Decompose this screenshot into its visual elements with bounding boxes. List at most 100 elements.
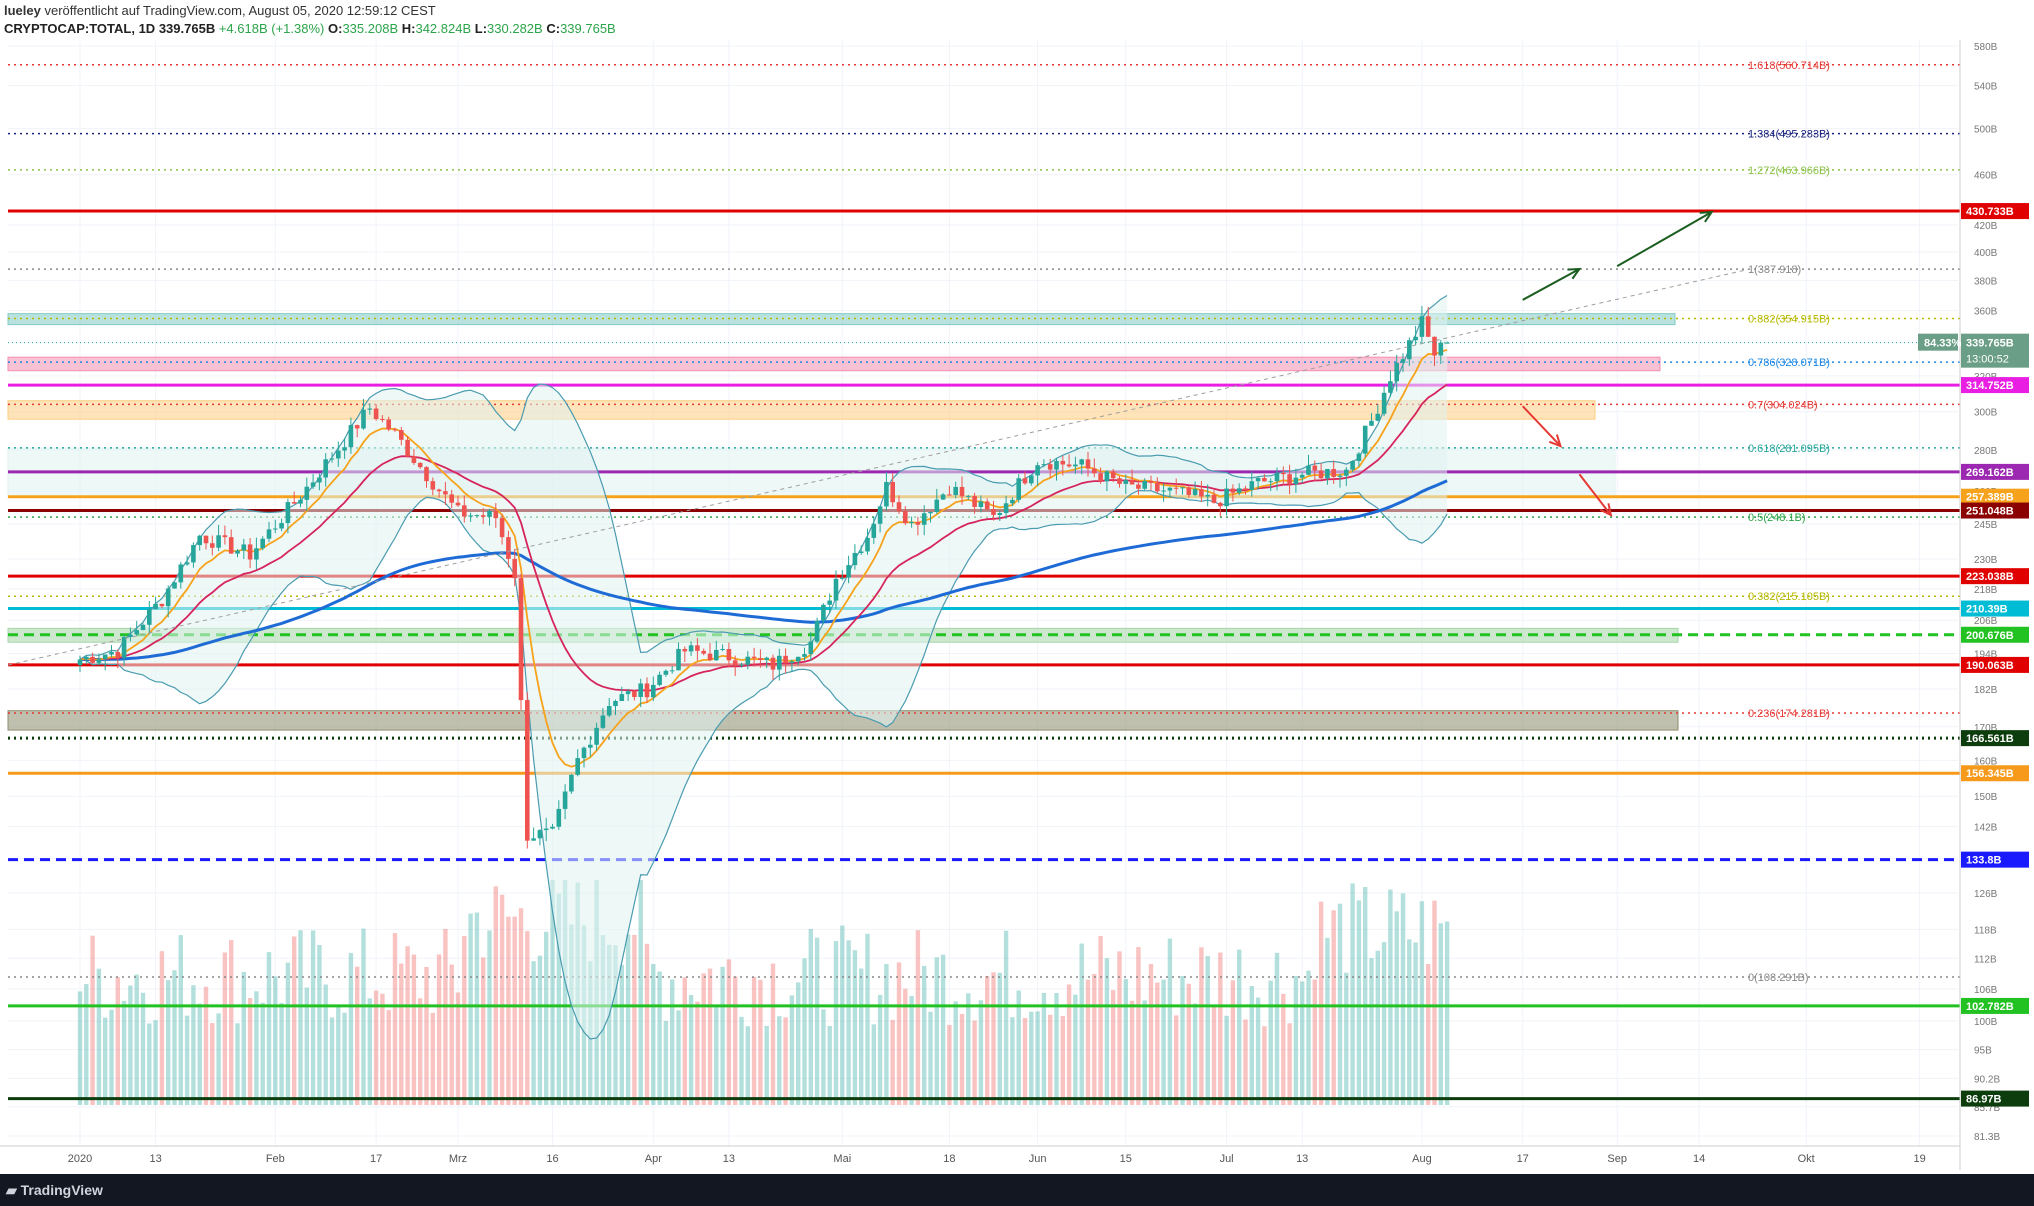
x-tick-label: 13 (149, 1153, 161, 1165)
candle-body (1148, 480, 1154, 483)
tradingview-logo[interactable]: ▰ TradingView (6, 1182, 103, 1199)
volume-bar (688, 994, 694, 1105)
volume-bar (1111, 990, 1116, 1105)
volume-bar (701, 973, 706, 1105)
candle-body (1268, 481, 1273, 483)
volume-bar (903, 988, 908, 1105)
candle-body (468, 515, 473, 517)
price-tag-bg (1961, 851, 2029, 868)
candle-body (600, 715, 606, 728)
candle-body (1325, 468, 1330, 479)
volume-bar (544, 931, 549, 1105)
candle-body (348, 425, 354, 448)
volume-bar (424, 966, 429, 1105)
volume-bar (991, 972, 996, 1105)
volume-bar (909, 996, 914, 1105)
volume-bar (922, 965, 927, 1105)
publisher-info: veröffentlicht auf TradingView.com, Augu… (40, 3, 436, 18)
candle-body (121, 637, 127, 658)
volume-bar (1211, 1005, 1217, 1105)
candle-body (1186, 487, 1192, 495)
volume-bar (1218, 952, 1223, 1105)
price-tag-bg (1961, 997, 2029, 1014)
candle-body (1262, 477, 1267, 482)
candle-body (972, 495, 977, 507)
ohlc-close-key: C: (546, 21, 561, 36)
candle-body (304, 486, 310, 500)
candle-body (102, 654, 108, 660)
ema-mid-line (79, 383, 1448, 692)
volume-bar (418, 998, 423, 1105)
volume-bar (462, 936, 467, 1105)
y-tick-label: 118B (1974, 925, 1997, 936)
candle-body (915, 521, 921, 525)
candle-body (1066, 464, 1072, 467)
time-axis: 2020 13 Feb 17 Mrz 16 Apr 13 Mai 18 Jun 15 Jul 13 Aug 1… (0, 1145, 1960, 1165)
candle-body (940, 494, 946, 500)
volume-bar (915, 930, 921, 1105)
ohlc-open-value: 335.208B (342, 21, 399, 36)
candle-body (714, 649, 719, 661)
candle-body (373, 408, 379, 420)
fib-label: 0.382(215.105B) (1748, 591, 1830, 603)
volume-bar (1123, 979, 1128, 1105)
volume-bar (1192, 1003, 1198, 1105)
volume-bar (1092, 973, 1097, 1105)
x-tick-label: Okt (1798, 1153, 1815, 1165)
candle-body (159, 603, 165, 607)
candle-body (833, 578, 839, 601)
price-chart[interactable]: 1.618(560.714B) 1.384(495.283B) 1.272(463.… (0, 40, 2034, 1174)
price-tag-label: 257.389B (1966, 492, 2014, 504)
candle-body (222, 535, 228, 538)
candle-body (959, 486, 965, 497)
volume-bar (1010, 1017, 1015, 1105)
tv-icon: ▰ (6, 1182, 21, 1198)
volume-bar (203, 986, 209, 1105)
candle-body (1035, 465, 1040, 476)
volume-bar (361, 928, 366, 1105)
volume-bar (1104, 958, 1110, 1105)
candle-body (1110, 471, 1116, 479)
horizontal-levels: 1.618(560.714B) 1.384(495.283B) 1.272(463.… (8, 60, 1960, 1101)
candle-body (1356, 453, 1362, 461)
candle-body (625, 691, 631, 695)
y-tick-label: 100B (1974, 1017, 1998, 1028)
candle-body (1022, 478, 1028, 484)
volume-bar (1375, 950, 1380, 1105)
candle-body (254, 548, 259, 560)
x-tick-label: 17 (370, 1153, 382, 1165)
candle-body (550, 826, 555, 829)
candle-body (821, 604, 826, 621)
volume-bar (134, 974, 139, 1105)
candle-body (644, 683, 650, 698)
candle-body (228, 537, 234, 554)
volume-bar (966, 993, 971, 1105)
candle-body (1079, 459, 1084, 465)
volume-bar (260, 1002, 265, 1105)
volume-bar (707, 968, 713, 1105)
volume-bar (329, 1017, 335, 1105)
volume-bar (1426, 964, 1431, 1105)
candle-body (701, 650, 706, 654)
candle-body (556, 808, 562, 827)
candle-body (1274, 472, 1280, 482)
candle-body (1388, 381, 1393, 393)
volume-bar (1199, 947, 1204, 1105)
price-tag-bg (1961, 463, 2029, 480)
fib-label: 0.786(328.071B) (1748, 357, 1830, 369)
volume-bar (1293, 975, 1299, 1105)
price-tag-label: 210.39B (1966, 604, 2008, 616)
y-tick-label: 300B (1974, 408, 1998, 419)
candle-body (128, 634, 133, 638)
price-tag-label: 430.733B (1966, 206, 2014, 218)
volume-bar (386, 1010, 391, 1105)
candle-body (896, 502, 902, 512)
candle-body (518, 578, 524, 701)
volume-bar (1161, 979, 1166, 1105)
volume-bar (695, 1001, 700, 1105)
symbol-label[interactable]: CRYPTOCAP:TOTAL, 1D (4, 21, 156, 36)
publisher-user[interactable]: lueley (4, 3, 41, 18)
candle-body (1230, 488, 1236, 493)
candle-body (1375, 413, 1381, 421)
footer-bar: ▰ TradingView (0, 1174, 2034, 1206)
